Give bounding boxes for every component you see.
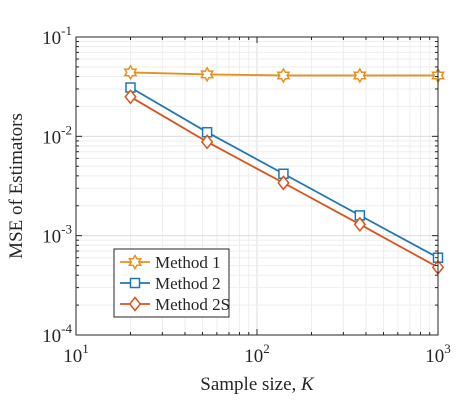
legend-item: Method 2S (120, 295, 230, 314)
y-tick-label: 10-1 (42, 23, 72, 49)
series-1-point (123, 64, 138, 81)
x-tick-label-exponent: 2 (263, 341, 270, 356)
x-tick-label-base: 10 (63, 346, 82, 367)
x-tick-label: 101 (63, 341, 89, 367)
y-tick-label-base: 10 (42, 127, 61, 148)
series-3 (124, 89, 445, 276)
x-tick-label-exponent: 1 (82, 341, 89, 356)
y-axis-title: MSE of Estimators (6, 113, 27, 259)
legend-swatch-marker (129, 277, 141, 289)
series-1-point (276, 67, 291, 84)
y-tick-label-exponent: -4 (61, 321, 72, 336)
legend-label: Method 1 (155, 253, 221, 272)
series-3-point (200, 134, 214, 150)
x-axis-title: Sample size, K (200, 374, 315, 395)
series-layer (123, 64, 445, 276)
legend-swatch-marker (128, 296, 142, 312)
series-3-point (124, 89, 137, 105)
x-axis-title-text: Sample size, (200, 374, 301, 395)
legend-item: Method 1 (120, 253, 221, 272)
grid (75, 37, 438, 336)
legend-label: Method 2 (155, 274, 221, 293)
legend-label: Method 2S (155, 295, 230, 314)
x-tick-label-base: 10 (244, 346, 263, 367)
x-axis-title-variable: K (300, 374, 315, 395)
series-1-point (200, 66, 215, 83)
x-tick-label-base: 10 (425, 346, 444, 367)
series-3-point (277, 175, 290, 191)
y-tick-label: 10-2 (42, 122, 72, 148)
y-tick-label-exponent: -2 (61, 122, 72, 137)
series-3-point (353, 216, 367, 233)
series-1-point (352, 67, 367, 84)
series-1 (123, 64, 445, 84)
legend-swatch-marker (128, 253, 142, 271)
y-tick-label-exponent: -1 (61, 23, 72, 38)
y-tick-label-exponent: -3 (61, 222, 72, 237)
y-tick-label: 10-3 (42, 222, 72, 248)
legend-item: Method 2 (120, 274, 221, 293)
x-tick-label: 102 (244, 341, 270, 367)
x-tick-label-exponent: 3 (444, 341, 451, 356)
legend: Method 1 Method 2 Method 2S (113, 248, 230, 318)
x-tick-label: 103 (425, 341, 451, 367)
y-tick-label: 10-4 (42, 321, 72, 347)
y-tick-label-base: 10 (42, 28, 61, 49)
y-tick-label-base: 10 (42, 326, 61, 347)
y-tick-label-base: 10 (42, 227, 61, 248)
